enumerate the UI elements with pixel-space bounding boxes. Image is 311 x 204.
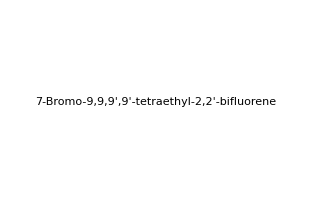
Text: 7-Bromo-9,9,9',9'-tetraethyl-2,2'-bifluorene: 7-Bromo-9,9,9',9'-tetraethyl-2,2'-bifluo… (35, 97, 276, 107)
